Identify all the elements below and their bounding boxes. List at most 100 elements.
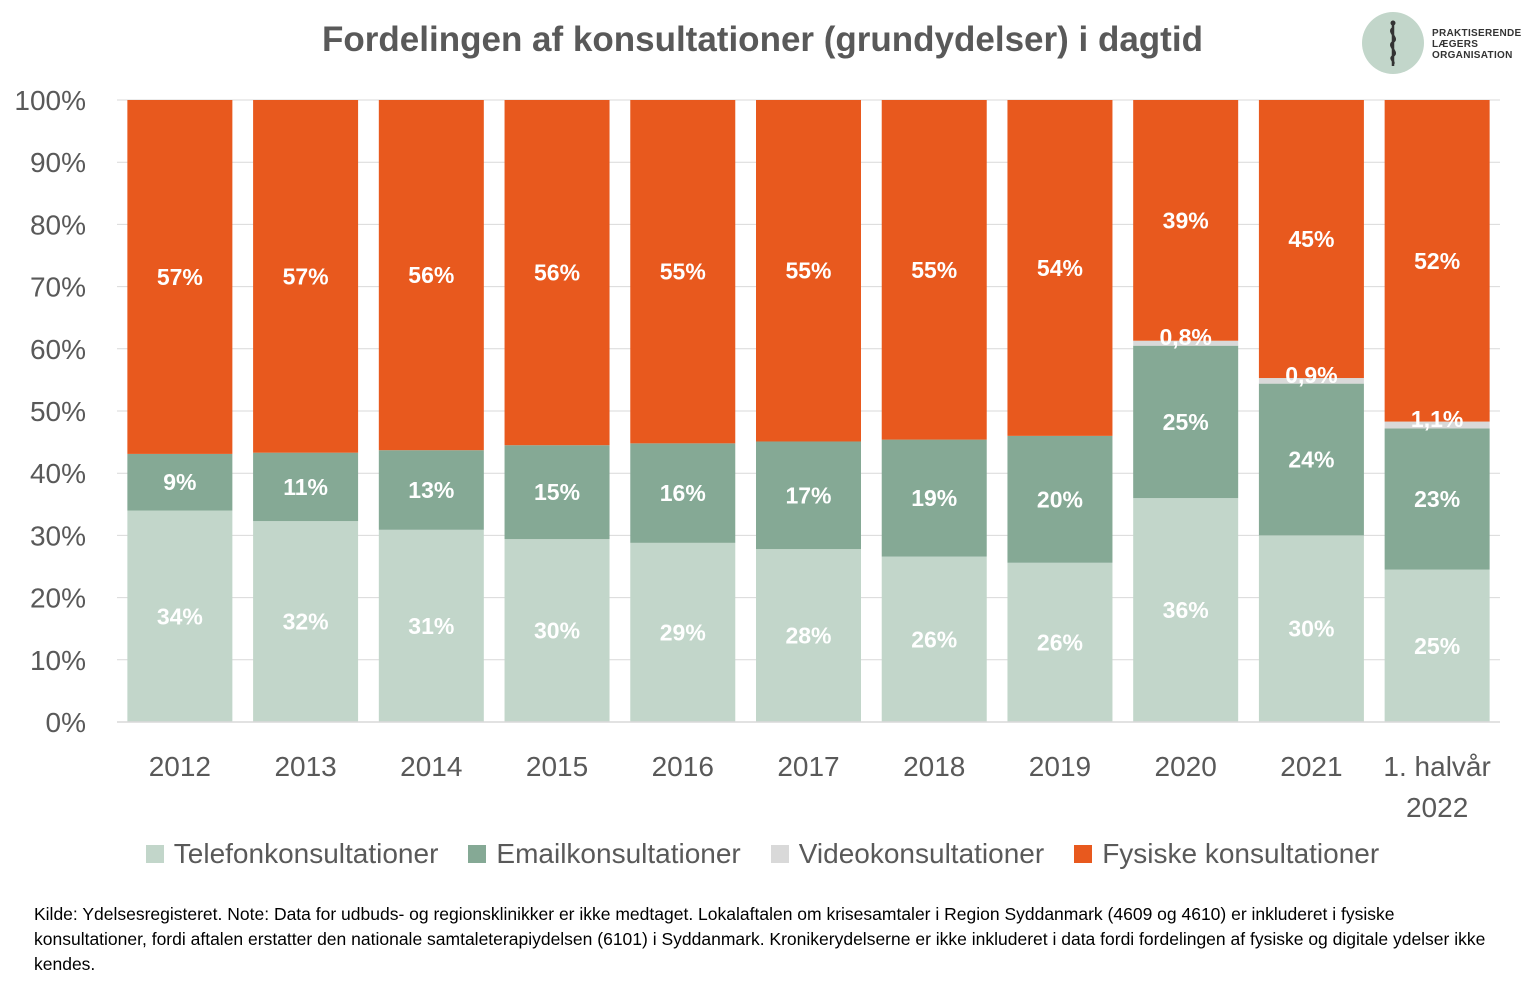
bar-segment [1258,378,1364,384]
data-label: 25% [1414,633,1460,659]
data-label: 55% [785,258,831,284]
data-label: 11% [283,474,328,500]
x-tick-label: 2018 [903,751,965,782]
bar-segment [1258,100,1364,379]
bar-segment [127,100,233,454]
data-label: 30% [534,618,580,644]
bar-segment [1258,383,1364,536]
bar-segment [881,100,987,440]
y-tick-label: 100% [14,85,86,116]
data-label: 26% [911,626,957,652]
data-label: 23% [1414,486,1460,512]
bar-segment [253,100,359,453]
bar-segment [253,452,359,522]
x-tick-label: 2013 [274,751,336,782]
data-label: 55% [911,257,957,283]
bar-segment [1007,100,1113,436]
bar-segment [378,100,484,451]
bar-segment [756,549,861,722]
x-tick-label: 2015 [526,751,588,782]
data-label: 39% [1163,207,1209,233]
chart-title: Fordelingen af konsultationer (grundydel… [322,20,1203,59]
source-note: Kilde: Ydelsesregisteret. Note: Data for… [34,904,1486,974]
bar-segment [630,542,736,722]
x-tick-label: 2014 [400,751,462,782]
logo-text: PRAKTISERENDE LÆGERS ORGANISATION [1432,28,1521,61]
legend-label: Telefonkonsultationer [173,838,439,869]
logo-line: LÆGERS [1432,39,1479,50]
bar-segment [378,529,484,722]
logo-line: PRAKTISERENDE [1432,28,1522,39]
caduceus-icon [1362,12,1424,74]
x-tick-label: 2021 [1280,751,1342,782]
bar-segment [756,441,861,550]
bar-segment [1133,498,1239,722]
y-tick-label: 80% [30,209,86,240]
legend-item: Telefonkonsultationer [145,838,439,870]
data-label: 17% [785,482,831,508]
bar-segment [1133,100,1239,341]
legend-swatch [770,845,789,863]
data-label: 19% [911,485,957,511]
bars [127,100,1490,722]
legend-swatch [1074,845,1093,863]
legend-label: Videokonsultationer [798,838,1045,869]
bar-segment [881,439,987,557]
data-label: 28% [785,623,831,649]
data-label: 16% [660,480,706,506]
y-tick-label: 70% [30,272,86,303]
y-tick-label: 20% [30,583,86,614]
bar-segment [127,510,233,722]
logo-line: ORGANISATION [1432,50,1513,61]
bar-segment [1133,340,1239,346]
x-tick-label: 2022 [1406,792,1468,823]
x-tick-label: 2019 [1029,751,1091,782]
y-tick-label: 30% [30,520,86,551]
organisation-logo: PRAKTISERENDE LÆGERS ORGANISATION [1362,10,1522,76]
bar-segment [881,556,987,722]
data-label: 55% [660,259,706,285]
bar-segment [630,100,736,444]
data-label: 29% [660,619,706,645]
data-label: 57% [283,263,329,289]
data-label: 15% [534,479,580,505]
legend-item: Videokonsultationer [770,838,1045,870]
bar-segment [378,450,484,530]
data-label: 56% [408,262,454,288]
x-tick-label: 2020 [1155,751,1217,782]
data-labels: 34% 9% 57% 32% 11% 57% 31% 13% 56% 30% 15% 56% 29% 16… [157,207,1464,658]
data-label: 0,8% [1159,324,1211,350]
legend: Telefonkonsultationer Emailkonsultationer… [0,838,1525,870]
data-label: 0,9% [1285,362,1337,388]
data-label: 31% [408,613,454,639]
x-tick-label: 1. halvår [1383,751,1490,782]
y-tick-label: 50% [30,396,86,427]
bar-segment [756,100,861,442]
x-tick-label: 2017 [777,751,839,782]
y-tick-label: 40% [30,458,86,489]
data-label: 57% [157,264,203,290]
data-label: 1,1% [1411,406,1463,432]
stacked-bar-chart: 34% 9% 57% 32% 11% 57% 31% 13% 56% 30% 15% 56% 29% 16… [14,85,1500,823]
bar-segment [1133,345,1239,499]
bar-segment [253,521,359,722]
data-label: 25% [1163,409,1209,435]
legend-swatch [468,845,487,863]
bar-segment [504,539,610,722]
data-label: 54% [1037,255,1083,281]
data-label: 52% [1414,248,1460,274]
y-tick-label: 60% [30,334,86,365]
y-tick-label: 90% [30,147,86,178]
data-label: 26% [1037,629,1083,655]
legend-label: Emailkonsultationer [496,838,741,869]
y-tick-label: 0% [46,707,86,738]
x-tick-label: 2012 [149,751,211,782]
data-label: 30% [1288,616,1334,642]
data-label: 24% [1288,447,1334,473]
bar-segment [504,100,610,446]
bar-segment [127,453,233,511]
x-tick-label: 2016 [652,751,714,782]
legend-item: Emailkonsultationer [468,838,741,870]
bar-segment [630,443,736,543]
bar-segment [504,445,610,540]
